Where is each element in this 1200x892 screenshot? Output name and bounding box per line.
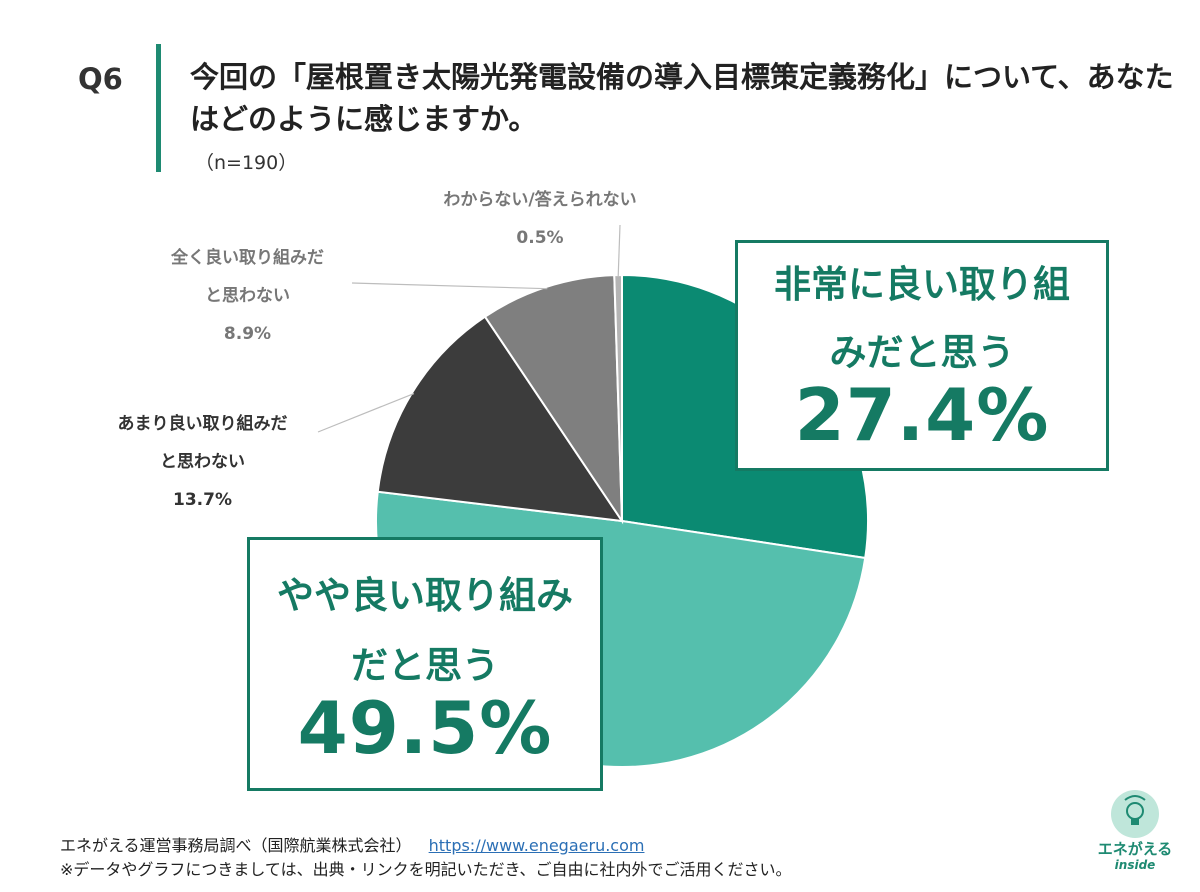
question-number: Q6	[78, 62, 123, 96]
label-not-good: あまり良い取り組みだ と思わない 13.7%	[85, 405, 320, 519]
title-accent-bar	[156, 44, 161, 172]
callout-very-good-line1: 非常に良い取り組	[774, 263, 1070, 306]
logo-sub: inside	[1114, 858, 1156, 872]
source-text: エネがえる運営事務局調べ（国際航業株式会社）	[60, 836, 412, 855]
source-line: エネがえる運営事務局調べ（国際航業株式会社） https://www.enega…	[60, 832, 644, 856]
callout-very-good-line2: みだと思う	[829, 331, 1015, 374]
callout-good: やや良い取り組み だと思う 49.5%	[247, 537, 603, 791]
callout-good-pct: 49.5%	[297, 686, 553, 770]
slice-very-bad	[483, 274, 624, 525]
leader-dunno	[617, 224, 621, 278]
callout-good-line1: やや良い取り組み	[277, 574, 573, 617]
label-very-bad-pct: 8.9%	[223, 324, 272, 344]
callout-very-good: 非常に良い取り組 みだと思う 27.4%	[735, 240, 1109, 471]
label-very-bad-line2: と思わない	[205, 286, 290, 306]
leader-lines	[317, 224, 621, 433]
leader-not-good	[317, 392, 415, 433]
label-very-bad-line1: 全く良い取り組みだ	[171, 248, 324, 268]
sample-size: （n=190）	[195, 152, 298, 174]
label-not-good-line1: あまり良い取り組みだ	[117, 414, 288, 434]
slice-not-good	[376, 315, 625, 523]
callout-very-good-pct: 27.4%	[794, 373, 1050, 457]
logo-name: エネがえる	[1097, 840, 1173, 858]
label-very-bad: 全く良い取り組みだ と思わない 8.9%	[140, 239, 355, 353]
label-not-good-pct: 13.7%	[173, 490, 232, 510]
usage-note: ※データやグラフにつきましては、出典・リンクを明記いただき、ご自由に社内外でご活…	[60, 860, 792, 879]
callout-good-line2: だと思う	[351, 644, 499, 687]
bulb-icon	[1111, 790, 1159, 838]
label-not-good-line2: と思わない	[160, 452, 245, 472]
source-link[interactable]: https://www.enegaeru.com	[428, 836, 645, 855]
label-dunno-pct: 0.5%	[516, 228, 564, 248]
label-dunno: わからない/答えられない 0.5%	[405, 181, 675, 257]
leader-very-bad	[351, 282, 548, 290]
brand-logo: エネがえる inside	[1090, 790, 1180, 880]
question-title: 今回の「屋根置き太陽光発電設備の導入目標策定義務化」について、あなたはどのように…	[190, 60, 1174, 136]
label-dunno-text: わからない/答えられない	[443, 190, 637, 210]
